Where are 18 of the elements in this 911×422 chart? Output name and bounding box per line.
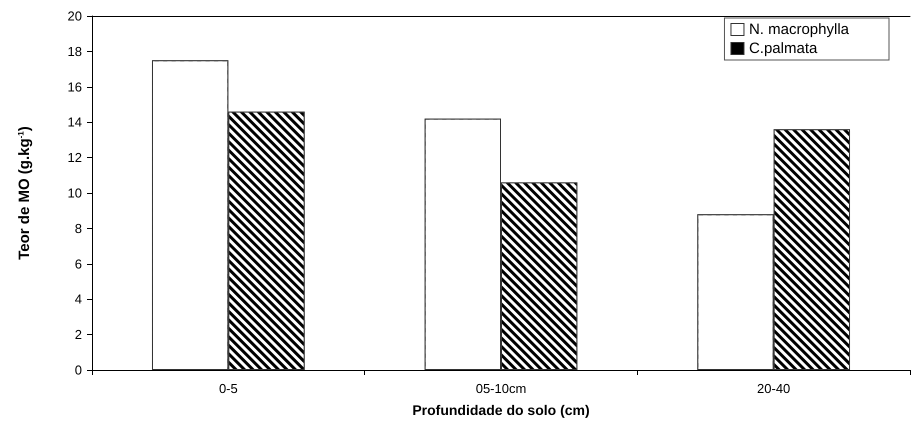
y-tick-label: 20: [68, 8, 82, 24]
y-tick-label: 14: [68, 114, 82, 130]
x-tick-label: 0-5: [218, 381, 238, 396]
y-tick-label: 2: [74, 327, 82, 342]
legend-label: N. macrophylla: [748, 21, 850, 38]
y-axis-title: Teor de MO (g.kg-1): [16, 126, 33, 260]
y-tick-label: 18: [68, 44, 82, 59]
y-tick-label: 16: [68, 79, 82, 94]
y-tick-label: 12: [68, 150, 82, 166]
y-tick-label: 8: [74, 220, 82, 236]
legend-label: C.palmata: [748, 40, 818, 57]
y-tick-label: 10: [68, 186, 82, 200]
x-tick-label: 05-10cm: [476, 381, 526, 396]
y-tick-label: 4: [74, 292, 82, 307]
y-tick-label: 0: [74, 362, 82, 378]
y-tick-label: 6: [74, 256, 82, 272]
x-axis-title: Profundidade do solo (cm): [412, 402, 590, 418]
x-tick-label: 20-40: [757, 381, 790, 396]
